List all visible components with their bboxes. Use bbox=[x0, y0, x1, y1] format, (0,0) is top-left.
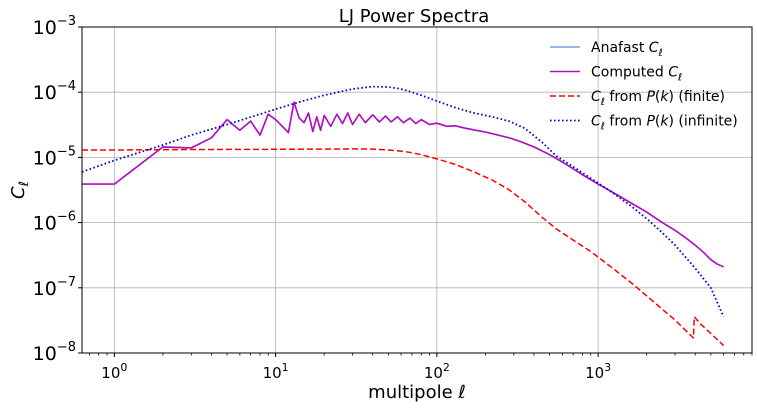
y-tick-label-5: 10−3 bbox=[33, 14, 76, 39]
y-axis-ticks: 10−8 10−7 10−6 10−5 10−4 10−3 bbox=[33, 14, 82, 365]
y-axis-label: Cℓ bbox=[8, 181, 32, 199]
series-line-3 bbox=[81, 85, 725, 318]
x-tick-label-0: 100 bbox=[101, 361, 127, 382]
legend-label-1: Computed Cℓ bbox=[591, 65, 682, 84]
legend: Anafast Cℓ Computed Cℓ Cℓ from P(k) (finit… bbox=[550, 40, 738, 133]
chart-title: LJ Power Spectra bbox=[339, 6, 490, 27]
x-tick-label-3: 103 bbox=[585, 361, 611, 382]
x-tick-label-1: 101 bbox=[263, 361, 289, 382]
legend-label-2: Cℓ from P(k) (finite) bbox=[591, 89, 725, 108]
x-tick-label-2: 102 bbox=[424, 361, 450, 382]
y-tick-label-0: 10−8 bbox=[33, 340, 76, 365]
plot-frame bbox=[81, 26, 753, 354]
x-axis-ticks: 100 101 102 103 bbox=[88, 353, 753, 382]
x-axis-label: multipole ℓ bbox=[368, 382, 466, 403]
y-tick-label-2: 10−6 bbox=[33, 210, 76, 235]
y-tick-label-4: 10−4 bbox=[33, 79, 76, 104]
y-tick-label-3: 10−5 bbox=[33, 144, 76, 169]
legend-label-0: Anafast Cℓ bbox=[591, 40, 663, 59]
series-line-2 bbox=[82, 148, 725, 347]
series-layer bbox=[81, 85, 725, 347]
y-tick-label-1: 10−7 bbox=[33, 275, 76, 300]
legend-label-3: Cℓ from P(k) (infinite) bbox=[591, 114, 738, 133]
x-axis-label-text: multipole ℓ bbox=[368, 382, 466, 403]
